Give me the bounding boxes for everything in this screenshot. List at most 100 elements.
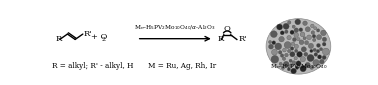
Circle shape [300, 66, 306, 72]
Circle shape [294, 57, 297, 60]
Ellipse shape [306, 51, 322, 65]
Circle shape [271, 55, 279, 63]
Text: R': R' [84, 30, 92, 38]
Circle shape [299, 40, 304, 45]
Circle shape [322, 56, 326, 59]
Circle shape [287, 49, 291, 53]
Circle shape [313, 48, 316, 52]
Circle shape [290, 30, 294, 34]
Text: O: O [224, 25, 231, 33]
Circle shape [270, 31, 277, 37]
Circle shape [281, 66, 285, 69]
Circle shape [294, 49, 298, 53]
Circle shape [283, 23, 289, 29]
Circle shape [305, 41, 308, 45]
Circle shape [294, 44, 299, 49]
Circle shape [280, 31, 284, 35]
Circle shape [296, 66, 299, 69]
Circle shape [312, 35, 316, 38]
Circle shape [287, 35, 291, 40]
Circle shape [285, 30, 288, 33]
Circle shape [292, 25, 295, 28]
Circle shape [307, 54, 314, 62]
Circle shape [310, 49, 313, 52]
Circle shape [322, 37, 327, 41]
Circle shape [311, 31, 314, 34]
Text: M$_n$–H$_5$PV$_2$Mo$_{10}$O$_{40}$: M$_n$–H$_5$PV$_2$Mo$_{10}$O$_{40}$ [270, 62, 327, 71]
Circle shape [291, 68, 296, 74]
Circle shape [284, 42, 291, 49]
Circle shape [289, 59, 292, 62]
Circle shape [292, 61, 296, 65]
Circle shape [310, 24, 314, 28]
Text: + O: + O [91, 33, 107, 41]
Text: R: R [56, 35, 62, 43]
Ellipse shape [266, 19, 331, 74]
Circle shape [285, 53, 288, 57]
Circle shape [310, 66, 313, 69]
Circle shape [289, 64, 293, 67]
Circle shape [294, 33, 299, 37]
Circle shape [303, 37, 306, 40]
Text: R': R' [239, 35, 247, 43]
Circle shape [322, 48, 329, 55]
Circle shape [300, 32, 305, 37]
Circle shape [297, 37, 300, 41]
Circle shape [316, 50, 320, 53]
Text: R = alkyl; R' - alkyl, H: R = alkyl; R' - alkyl, H [52, 62, 133, 70]
Circle shape [316, 29, 320, 32]
Circle shape [278, 50, 282, 54]
Text: R: R [218, 35, 224, 43]
Circle shape [287, 68, 290, 71]
Circle shape [296, 61, 301, 66]
Circle shape [303, 21, 307, 26]
Circle shape [291, 42, 295, 45]
Circle shape [297, 52, 302, 57]
Circle shape [268, 40, 272, 44]
Circle shape [319, 59, 324, 64]
Circle shape [275, 43, 282, 50]
Circle shape [272, 41, 276, 45]
Text: M = Ru, Ag, Rh, Ir: M = Ru, Ag, Rh, Ir [148, 62, 217, 70]
Circle shape [279, 36, 284, 42]
Circle shape [290, 52, 295, 57]
Circle shape [294, 28, 299, 32]
Circle shape [316, 44, 321, 47]
Circle shape [319, 48, 322, 51]
Circle shape [288, 21, 291, 24]
Circle shape [307, 35, 311, 40]
Circle shape [290, 47, 294, 50]
Circle shape [305, 27, 310, 32]
Circle shape [279, 62, 282, 65]
Circle shape [271, 49, 277, 55]
Circle shape [280, 54, 284, 57]
Circle shape [300, 57, 305, 62]
Circle shape [301, 47, 307, 52]
Circle shape [313, 38, 316, 42]
Text: M$_n$–H$_5$PV$_2$Mo$_{10}$O$_{40}$/$\alpha$-Al$_2$O$_3$: M$_n$–H$_5$PV$_2$Mo$_{10}$O$_{40}$/$\alp… [134, 23, 216, 32]
Circle shape [282, 57, 286, 60]
Ellipse shape [279, 27, 294, 38]
Circle shape [316, 35, 322, 40]
Circle shape [295, 19, 301, 25]
Circle shape [304, 52, 308, 56]
Circle shape [313, 59, 319, 66]
Circle shape [314, 53, 318, 56]
Circle shape [284, 61, 289, 67]
Circle shape [277, 24, 283, 30]
Text: 2: 2 [101, 37, 105, 42]
Circle shape [318, 55, 322, 59]
Ellipse shape [276, 54, 293, 66]
Circle shape [305, 62, 310, 67]
Ellipse shape [275, 39, 288, 53]
Circle shape [282, 48, 286, 52]
Ellipse shape [301, 25, 319, 37]
Circle shape [321, 30, 326, 36]
Circle shape [269, 44, 273, 49]
Ellipse shape [309, 35, 322, 50]
Circle shape [299, 28, 303, 32]
Circle shape [314, 27, 317, 30]
Circle shape [308, 43, 313, 49]
Circle shape [322, 42, 326, 46]
Circle shape [293, 38, 296, 41]
